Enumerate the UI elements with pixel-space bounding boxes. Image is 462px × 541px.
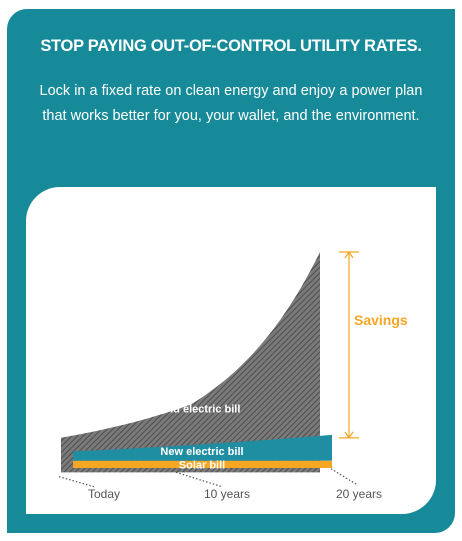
tick-20-years xyxy=(330,468,359,486)
tick-label-20-years: 20 years xyxy=(336,487,382,501)
headline: STOP PAYING OUT-OF-CONTROL UTILITY RATES… xyxy=(40,37,422,55)
old-electric-bill-area xyxy=(61,252,320,473)
label-solar-bill: Solar bill xyxy=(179,459,225,471)
savings-arrow-up xyxy=(344,250,354,259)
savings-chart: Old electric bill New electric billSolar … xyxy=(58,250,408,501)
tick-today xyxy=(58,476,95,488)
promo-card: STOP PAYING OUT-OF-CONTROL UTILITY RATES… xyxy=(7,9,455,533)
tick-label-10-years: 10 years xyxy=(204,487,250,501)
savings-label: Savings xyxy=(354,312,408,328)
savings-arrow-down xyxy=(344,431,354,439)
label-old-electric-bill: Old electric bill xyxy=(162,404,241,416)
tick-10-years xyxy=(175,471,223,488)
label-new-electric-bill: New electric bill xyxy=(160,446,243,458)
solar-bill-area xyxy=(73,460,332,468)
tick-label-today: Today xyxy=(88,487,120,501)
new-electric-bill-area xyxy=(73,434,332,461)
chart-panel: Old electric bill New electric bill Solar … xyxy=(26,187,436,514)
subhead: Lock in a fixed rate on clean energy and… xyxy=(39,83,423,124)
